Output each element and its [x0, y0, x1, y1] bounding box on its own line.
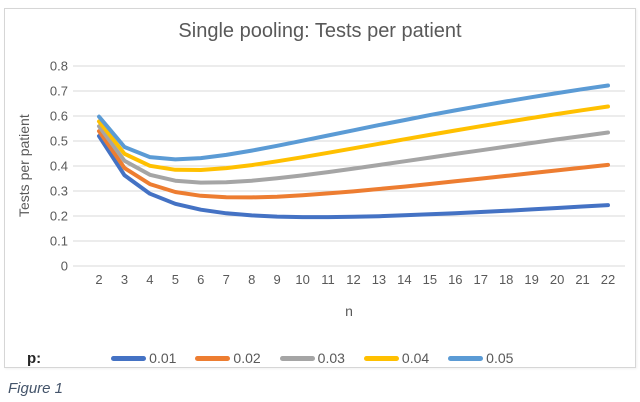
legend-item-0.01: 0.01	[111, 350, 176, 366]
legend-label: 0.02	[233, 350, 261, 366]
legend-items: 0.01 0.02 0.03 0.04 0.05	[111, 350, 513, 366]
legend-label: 0.03	[317, 350, 345, 366]
x-tick-label: 11	[321, 272, 335, 287]
legend: p: 0.01 0.02 0.03 0.04 0.05	[27, 346, 513, 370]
legend-swatch-0.03	[279, 355, 315, 361]
series-line-0.02	[97, 129, 610, 200]
x-tick-label: 21	[575, 272, 589, 287]
legend-item-0.03: 0.03	[279, 350, 345, 366]
x-tick-label: 3	[121, 272, 128, 287]
y-tick-label: 0	[61, 259, 68, 274]
legend-swatch-0.05	[448, 355, 484, 361]
legend-swatch-0.02	[195, 355, 231, 361]
legend-prefix: p:	[27, 349, 42, 367]
legend-swatch-0.01	[111, 355, 147, 361]
x-tick-label: 17	[474, 272, 488, 287]
x-tick-label: 8	[248, 272, 255, 287]
x-tick-label: 12	[346, 272, 360, 287]
x-tick-label: 2	[95, 272, 102, 287]
x-tick-label: 7	[223, 272, 230, 287]
legend-label: 0.04	[401, 350, 430, 366]
legend-item-0.05: 0.05	[448, 350, 513, 366]
y-tick-label: 0.8	[50, 59, 68, 74]
y-tick-label: 0.1	[50, 234, 68, 249]
y-axis-title: Tests per patient	[16, 114, 32, 218]
y-tick-label: 0.2	[50, 209, 68, 224]
x-tick-label: 16	[448, 272, 462, 287]
x-tick-label: 13	[372, 272, 386, 287]
x-tick-label: 5	[172, 272, 179, 287]
x-tick-label: 19	[524, 272, 538, 287]
legend-label: 0.05	[486, 350, 514, 366]
x-tick-label: 22	[601, 272, 615, 287]
legend-swatch-0.04	[363, 355, 399, 361]
legend-label: 0.01	[149, 350, 177, 366]
legend-item-0.02: 0.02	[195, 350, 261, 366]
x-tick-label: 4	[146, 272, 153, 287]
x-tick-label: 20	[550, 272, 564, 287]
series-line-0.01	[97, 134, 610, 220]
x-tick-label: 10	[295, 272, 309, 287]
series-line-0.03	[97, 124, 610, 185]
series-line-0.05	[97, 83, 610, 162]
chart-frame	[4, 8, 636, 368]
y-tick-label: 0.3	[50, 184, 68, 199]
x-tick-label: 14	[397, 272, 411, 287]
chart-title: Single pooling: Tests per patient	[178, 20, 462, 42]
x-tick-label: 18	[499, 272, 513, 287]
y-tick-label: 0.7	[50, 84, 68, 99]
x-tick-label: 9	[274, 272, 281, 287]
y-tick-label: 0.5	[50, 134, 68, 149]
x-tick-label: 6	[197, 272, 204, 287]
y-tick-label: 0.4	[50, 159, 68, 174]
y-tick-label: 0.6	[50, 109, 68, 124]
legend-item-0.04: 0.04	[363, 350, 430, 366]
series-line-0.04	[97, 104, 610, 172]
x-axis-title: n	[345, 303, 353, 319]
figure-caption: Figure 1	[8, 380, 64, 397]
x-tick-label: 15	[423, 272, 437, 287]
